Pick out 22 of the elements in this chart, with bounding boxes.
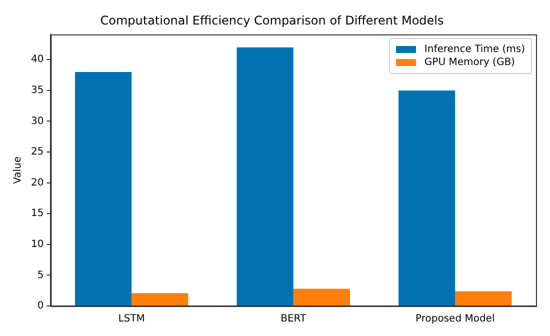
y-tick-label: 25 <box>30 146 44 158</box>
bar <box>398 90 456 306</box>
y-tick-label: 0 <box>37 300 44 312</box>
chart-title: Computational Efficiency Comparison of Different Models <box>100 13 444 28</box>
bar <box>236 47 294 306</box>
legend-label: GPU Memory (GB) <box>424 57 515 68</box>
x-tick-label: BERT <box>280 314 308 325</box>
y-tick-label: 20 <box>30 177 44 188</box>
x-tick-label: LSTM <box>118 314 145 325</box>
bar <box>132 293 188 306</box>
y-tick-label: 35 <box>30 85 44 96</box>
y-axis-title: Value <box>12 156 24 184</box>
bar <box>293 288 350 306</box>
bar <box>74 72 132 306</box>
y-tick-label: 5 <box>37 270 44 281</box>
y-tick-label: 40 <box>30 54 44 66</box>
bar <box>455 291 512 306</box>
y-tick-label: 10 <box>30 239 44 250</box>
legend-label: Inference Time (ms) <box>424 44 525 56</box>
x-tick-label: Proposed Model <box>415 314 495 325</box>
y-tick-label: 15 <box>30 208 44 220</box>
y-tick-label: 30 <box>30 116 44 127</box>
